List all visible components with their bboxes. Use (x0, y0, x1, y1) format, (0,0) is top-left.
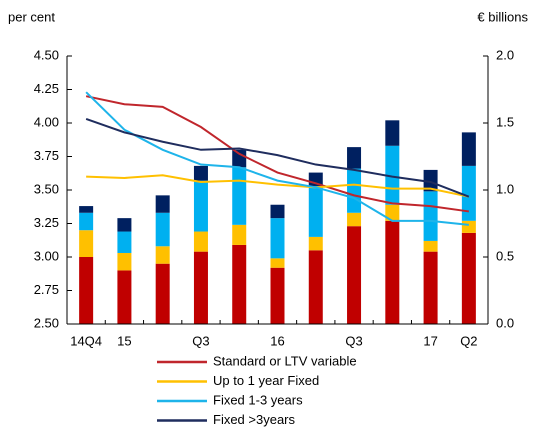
bar (79, 257, 94, 324)
bar (308, 185, 323, 237)
y2-axis-label: € billions (477, 9, 528, 24)
x-tick-label: 16 (270, 333, 284, 348)
bar (193, 180, 208, 232)
bar (270, 218, 285, 259)
bar (461, 220, 476, 233)
y-tick-label: 2.75 (34, 282, 59, 297)
legend-label: Up to 1 year Fixed (213, 373, 319, 388)
y2-tick-label: 0.5 (496, 248, 514, 263)
x-tick-label: 17 (423, 333, 437, 348)
y-tick-label: 3.25 (34, 215, 59, 230)
y2-tick-label: 0.0 (496, 315, 514, 330)
bar (347, 147, 362, 169)
x-tick-label: 14Q4 (70, 333, 102, 348)
bar (423, 191, 438, 241)
x-tick-label: Q3 (192, 333, 209, 348)
bar (385, 220, 400, 324)
x-tick-label: Q2 (460, 333, 477, 348)
bar (461, 232, 476, 324)
bar (385, 145, 400, 205)
bar (270, 204, 285, 219)
y2-tick-label: 2.0 (496, 47, 514, 62)
bar (79, 206, 94, 213)
bar (423, 169, 438, 192)
bar (117, 270, 132, 324)
y2-tick-label: 1.0 (496, 181, 514, 196)
y-tick-label: 4.00 (34, 114, 59, 129)
bar (232, 167, 247, 225)
bar (347, 212, 362, 227)
x-tick-label: Q3 (345, 333, 362, 348)
y-tick-label: 2.50 (34, 315, 59, 330)
y-tick-label: 3.75 (34, 148, 59, 163)
y-axis-label: per cent (8, 9, 55, 24)
bar (193, 251, 208, 324)
bar (232, 224, 247, 245)
bar (193, 231, 208, 252)
bar (155, 212, 170, 247)
y2-tick-label: 1.5 (496, 114, 514, 129)
legend-label: Fixed 1-3 years (213, 392, 303, 407)
y-tick-label: 4.25 (34, 81, 59, 96)
bar (270, 267, 285, 324)
x-tick-label: 15 (117, 333, 131, 348)
bar (461, 165, 476, 221)
bar (461, 132, 476, 166)
line (85, 91, 469, 226)
y-tick-label: 4.50 (34, 47, 59, 62)
line (85, 118, 470, 198)
bar (155, 195, 170, 213)
bar (347, 168, 362, 213)
bar (232, 244, 247, 324)
legend-label: Fixed >3years (213, 412, 296, 427)
bar (347, 226, 362, 324)
y-tick-label: 3.00 (34, 248, 59, 263)
legend-label: Standard or LTV variable (213, 353, 357, 368)
bar (308, 250, 323, 324)
bar (117, 218, 132, 232)
bar (308, 236, 323, 251)
bar (117, 252, 132, 271)
bar (193, 165, 208, 181)
bar (270, 258, 285, 268)
bar (117, 231, 132, 253)
y-tick-label: 3.50 (34, 181, 59, 196)
bar (423, 240, 438, 252)
bar (79, 230, 94, 257)
line (86, 174, 470, 198)
bar (155, 246, 170, 264)
bar (385, 120, 400, 146)
line (85, 95, 470, 213)
bar (79, 212, 94, 231)
bar (232, 149, 247, 168)
bar (155, 263, 170, 324)
bar (385, 204, 400, 221)
bar (423, 251, 438, 324)
